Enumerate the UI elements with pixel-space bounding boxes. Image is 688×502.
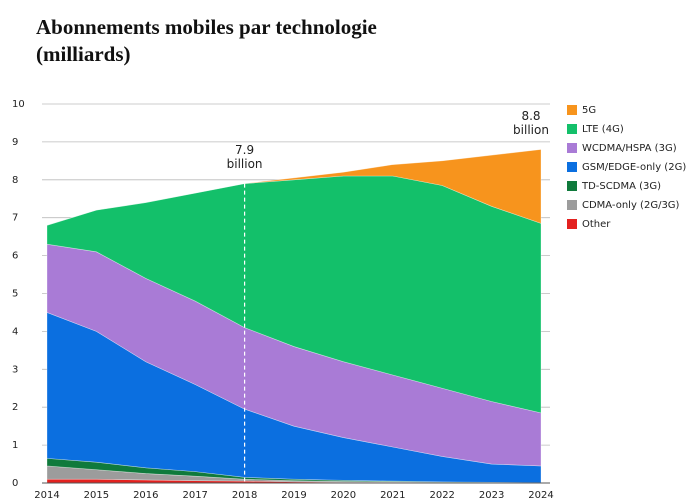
chart-title: Abonnements mobiles par technologie (mil… [36,15,377,66]
annotation-text: 8.8 [521,109,540,123]
annotation-text: billion [513,123,549,137]
y-tick-label: 8 [12,175,18,186]
x-tick-label: 2024 [528,490,553,501]
legend-swatch [567,181,577,191]
y-tick-label: 6 [12,251,18,262]
x-tick-label: 2020 [331,490,356,501]
y-tick-label: 2 [12,402,18,413]
x-tick-label: 2019 [281,490,306,501]
x-tick-label: 2014 [34,490,59,501]
x-tick-label: 2017 [182,490,207,501]
legend-swatch [567,162,577,172]
x-tick-label: 2021 [380,490,405,501]
x-tick-label: 2023 [479,490,504,501]
legend-label: WCDMA/HSPA (3G) [582,143,677,154]
legend-label: GSM/EDGE-only (2G) [582,162,686,173]
y-tick-label: 3 [12,364,18,375]
legend-swatch [567,200,577,210]
x-tick-label: 2015 [84,490,109,501]
x-tick-label: 2022 [429,490,454,501]
x-tick-label: 2018 [232,490,257,501]
y-tick-label: 10 [12,99,25,110]
legend-label: Other [582,219,611,230]
legend-swatch [567,219,577,229]
x-tick-label: 2016 [133,490,158,501]
legend-label: CDMA-only (2G/3G) [582,200,680,211]
y-tick-label: 5 [12,289,18,300]
annotation-text: billion [227,157,263,171]
y-tick-label: 1 [12,440,18,451]
legend-swatch [567,105,577,115]
y-tick-label: 0 [12,478,18,489]
y-tick-label: 9 [12,137,18,148]
y-tick-label: 7 [12,213,18,224]
legend-label: TD-SCDMA (3G) [581,181,661,192]
legend-label: LTE (4G) [582,124,624,135]
annotation-text: 7.9 [235,143,254,157]
legend-swatch [567,143,577,153]
legend-swatch [567,124,577,134]
y-tick-label: 4 [12,326,18,337]
area [46,149,542,226]
legend-label: 5G [582,105,596,116]
